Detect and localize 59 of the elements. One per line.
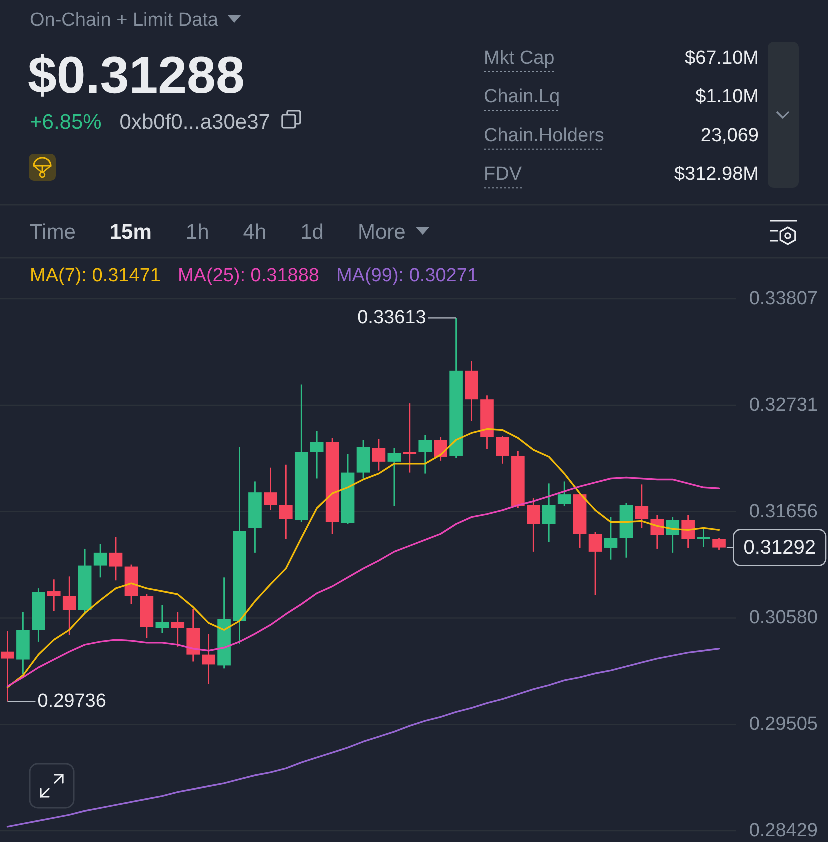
candlestick	[697, 528, 710, 548]
candlestick	[496, 436, 510, 465]
y-tick-label: 0.32731	[749, 394, 818, 416]
text: 0xb0f0...a30e37	[120, 111, 270, 134]
line-series	[6, 428, 720, 688]
candlestick	[588, 531, 602, 596]
text: 15m	[110, 221, 152, 244]
text: $312.98M	[674, 164, 759, 186]
text: 23,069	[700, 125, 759, 146]
candlestick	[388, 447, 402, 508]
candlestick	[202, 633, 216, 686]
candlestick	[418, 434, 432, 474]
candlestick	[62, 576, 76, 636]
candlestick	[47, 578, 61, 612]
text: 1h	[186, 221, 210, 244]
text: 4h	[243, 221, 267, 244]
candlestick	[682, 514, 695, 549]
annotation: 0.29736	[38, 691, 106, 712]
text: Chain.Holders	[484, 125, 604, 146]
y-tick-label: 0.28429	[749, 820, 818, 842]
text: FDV	[484, 164, 522, 186]
candlestick	[372, 438, 386, 472]
text: MA(7): 0.31471	[30, 266, 161, 286]
candlestick	[280, 464, 293, 540]
candlestick	[604, 516, 618, 561]
text: Mkt Cap	[484, 48, 555, 69]
candlestick	[109, 536, 123, 582]
text: MA(25): 0.31888	[178, 266, 320, 286]
candlestick	[171, 612, 185, 648]
candlestick	[434, 436, 448, 462]
text: 1d	[300, 221, 324, 244]
candlestick	[1, 630, 14, 702]
text: $67.10M	[685, 48, 759, 69]
candlestick	[264, 467, 278, 512]
text: $1.10M	[696, 86, 759, 108]
line-series	[6, 476, 720, 688]
y-tick-label: 0.30580	[749, 608, 818, 629]
text: More	[358, 221, 406, 244]
candlestick	[310, 430, 324, 480]
candlestick	[635, 484, 649, 529]
candlestick	[527, 498, 540, 553]
ref-line-label: 0.31292	[744, 536, 816, 559]
candlestick	[403, 402, 417, 474]
chart-title: $0.31288	[28, 47, 245, 105]
candlestick	[156, 604, 170, 634]
y-tick-label: 0.31656	[749, 501, 818, 522]
candlestick	[558, 481, 572, 508]
text: Chain.Lq	[484, 86, 560, 108]
text: MA(99): 0.30271	[336, 266, 478, 286]
text: On-Chain + Limit Data	[30, 10, 219, 31]
text: Time	[30, 221, 76, 244]
y-tick-label: 0.29505	[749, 714, 818, 736]
annotation: 0.33613	[358, 308, 426, 329]
line-series	[6, 648, 720, 828]
y-tick-label: 0.33807	[749, 288, 818, 310]
candlestick	[542, 482, 556, 543]
chart-subtitle: +6.85%	[30, 111, 102, 134]
candlestick	[94, 543, 108, 578]
candlestick	[712, 537, 726, 551]
